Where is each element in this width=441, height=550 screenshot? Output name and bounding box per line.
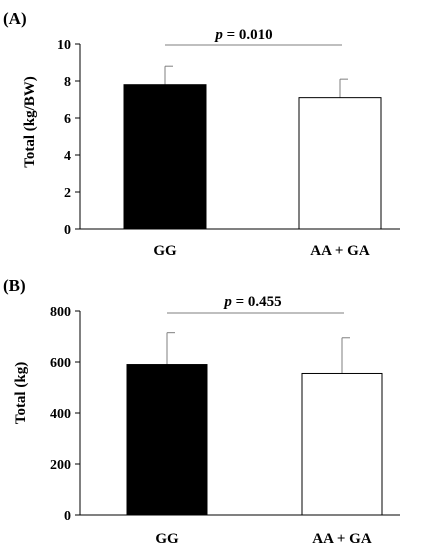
panel-b-ytick-label-2: 400 [50,407,71,422]
panel-a-ytick-label-0: 0 [64,223,71,238]
panel-a-ytick-label-3: 6 [64,112,71,127]
panel-a-ytick-label-1: 2 [64,186,71,201]
panel-b-pvalue-p: p [222,294,232,310]
panel-b-bar-1 [126,364,208,516]
panel-b-label: (B) [3,276,26,295]
panel-b-bar-2 [301,372,383,516]
panel-b-ytick-label-1: 200 [50,458,71,473]
panel-a-category-label-2: AA + GA [310,243,370,259]
panel-b-category-label-2: AA + GA [312,531,372,547]
panel-b-ytick-label-3: 600 [50,356,71,371]
panel-a-ytick-label-5: 10 [57,38,71,53]
panel-a-ytick-label-4: 8 [64,75,71,90]
panel-a-ylabel: Total (kg/BW) [22,76,38,168]
panel-a: (A) Total (kg/BW) p = 0.010 GG AA + GA 0 2 4… [3,9,400,259]
panel-b-category-label-1: GG [155,531,179,547]
panel-b-ylabel: Total (kg) [13,362,29,424]
panel-a-ytick-label-2: 4 [64,149,71,164]
panel-a-pvalue: p = 0.010 [213,27,272,43]
panel-b: (B) Total (kg) p = 0.455 GG AA + GA 0 200 40… [3,276,400,547]
panel-a-bar-1 [123,84,207,230]
panel-b-pvalue: p = 0.455 [222,294,281,310]
panel-a-category-label-1: GG [153,243,177,259]
panel-b-pvalue-text: = 0.455 [232,294,282,310]
panel-b-ytick-label-4: 800 [50,305,71,320]
panel-a-label: (A) [3,9,27,28]
panel-b-ytick-label-0: 0 [64,509,71,524]
panel-a-bar-2 [298,97,382,230]
panel-a-pvalue-p: p [213,27,223,43]
panel-a-pvalue-text: = 0.010 [223,27,273,43]
